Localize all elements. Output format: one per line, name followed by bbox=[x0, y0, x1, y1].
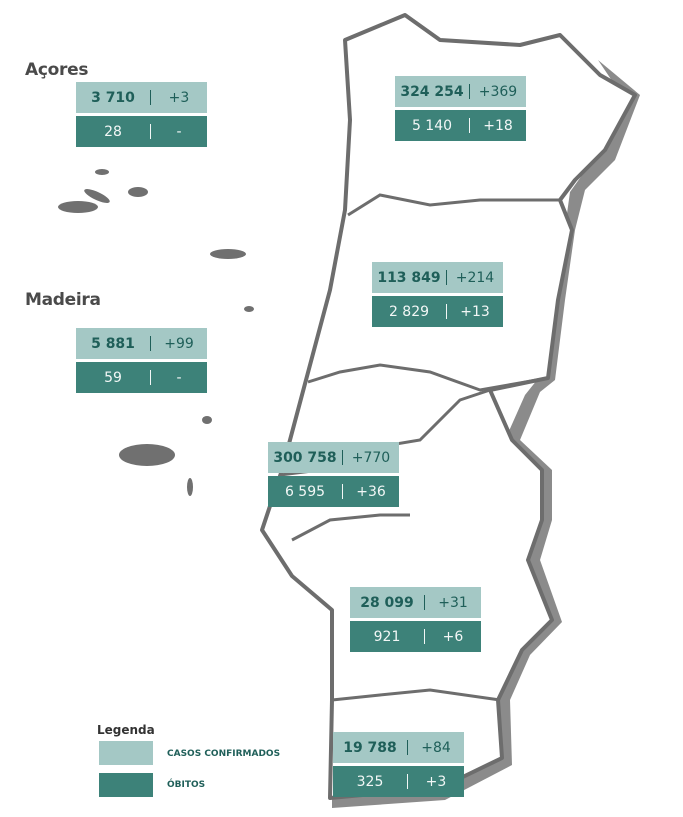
cases: 324 254 bbox=[400, 83, 464, 100]
new-deaths: - bbox=[176, 123, 182, 140]
separator bbox=[150, 336, 151, 351]
cases-row: 19 788 +84 bbox=[333, 732, 464, 763]
deaths: 325 bbox=[356, 773, 384, 790]
new-cases: +770 bbox=[351, 449, 391, 466]
separator bbox=[407, 774, 408, 789]
deaths: 2 829 bbox=[388, 303, 430, 320]
region-label: Madeira bbox=[25, 290, 101, 310]
legend-text: CASOS CONFIRMADOS bbox=[167, 749, 281, 759]
deaths-row: 5 140 +18 bbox=[395, 110, 526, 141]
separator bbox=[407, 740, 408, 755]
cases: 113 849 bbox=[377, 269, 441, 286]
separator bbox=[150, 370, 151, 385]
cases: 5 881 bbox=[91, 335, 135, 352]
deaths: 59 bbox=[104, 369, 122, 386]
separator bbox=[446, 304, 447, 319]
cases-row: 113 849 +214 bbox=[372, 262, 503, 293]
deaths-row: 325 +3 bbox=[333, 766, 464, 797]
separator bbox=[150, 124, 151, 139]
deaths: 28 bbox=[104, 123, 122, 140]
deaths-row: 2 829 +13 bbox=[372, 296, 503, 327]
new-deaths: +13 bbox=[460, 303, 490, 320]
deaths: 921 bbox=[373, 628, 401, 645]
new-cases: +99 bbox=[164, 335, 194, 352]
new-cases: +369 bbox=[478, 83, 518, 100]
cases-row: 300 758 +770 bbox=[268, 442, 399, 473]
new-deaths: +36 bbox=[356, 483, 386, 500]
cases: 300 758 bbox=[273, 449, 337, 466]
new-cases: +31 bbox=[438, 594, 468, 611]
new-cases: +3 bbox=[168, 89, 190, 106]
new-cases: +214 bbox=[455, 269, 495, 286]
new-deaths: +18 bbox=[483, 117, 513, 134]
cases-row: 3 710 +3 bbox=[76, 82, 207, 113]
separator bbox=[469, 118, 470, 133]
legend-swatch bbox=[99, 773, 153, 797]
deaths: 6 595 bbox=[284, 483, 326, 500]
region-label: Açores bbox=[25, 60, 89, 80]
separator bbox=[342, 450, 343, 465]
new-cases: +84 bbox=[421, 739, 451, 756]
new-deaths: +6 bbox=[442, 628, 464, 645]
cases: 3 710 bbox=[91, 89, 135, 106]
legend-swatch bbox=[99, 741, 153, 765]
cases-row: 28 099 +31 bbox=[350, 587, 481, 618]
new-deaths: - bbox=[176, 369, 182, 386]
cases-row: 324 254 +369 bbox=[395, 76, 526, 107]
cases: 19 788 bbox=[343, 739, 397, 756]
cases: 28 099 bbox=[360, 594, 414, 611]
deaths-row: 921 +6 bbox=[350, 621, 481, 652]
deaths-row: 59 - bbox=[76, 362, 207, 393]
separator bbox=[446, 270, 447, 285]
deaths: 5 140 bbox=[411, 117, 453, 134]
separator bbox=[342, 484, 343, 499]
cases-row: 5 881 +99 bbox=[76, 328, 207, 359]
deaths-row: 28 - bbox=[76, 116, 207, 147]
separator bbox=[424, 595, 425, 610]
separator bbox=[469, 84, 470, 99]
new-deaths: +3 bbox=[425, 773, 447, 790]
separator bbox=[424, 629, 425, 644]
islands bbox=[58, 169, 254, 496]
separator bbox=[150, 90, 151, 105]
legend-title: Legenda bbox=[97, 723, 155, 737]
legend-text: ÓBITOS bbox=[167, 780, 206, 790]
deaths-row: 6 595 +36 bbox=[268, 476, 399, 507]
